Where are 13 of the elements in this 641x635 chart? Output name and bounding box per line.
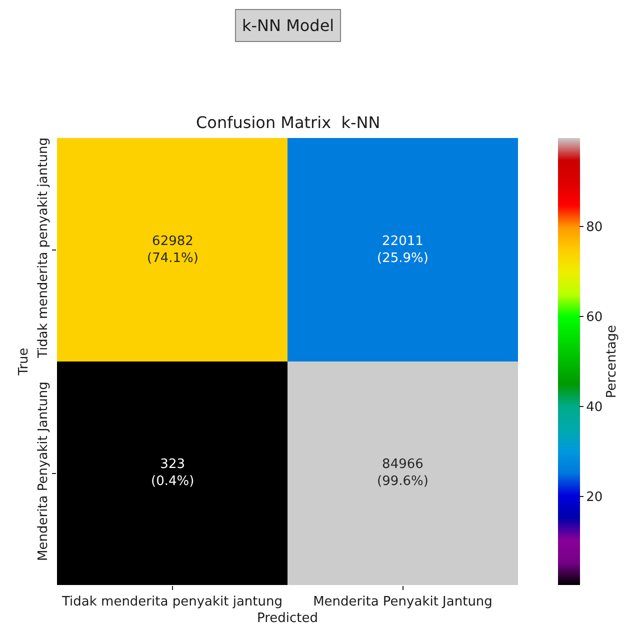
y-axis-title: True bbox=[16, 348, 32, 376]
data-label: 62982 (74.1%) bbox=[147, 234, 198, 266]
chart-subtitle: Confusion Matrix k-NN bbox=[196, 113, 380, 132]
color-bar-label: 60 bbox=[586, 310, 603, 325]
data-label: 22011 (25.9%) bbox=[377, 234, 428, 266]
color-bar-label: 40 bbox=[586, 400, 603, 416]
data-label: 84966 (99.6%) bbox=[377, 457, 428, 489]
data-label: 323 (0.4%) bbox=[151, 457, 194, 489]
chart-title: k-NN Model bbox=[242, 16, 334, 35]
color-bar-label: 80 bbox=[586, 220, 603, 235]
color-bar-label: 20 bbox=[586, 490, 603, 506]
color-bar-title: Percentage bbox=[604, 324, 620, 398]
x-axis-title: Predicted bbox=[256, 611, 318, 626]
